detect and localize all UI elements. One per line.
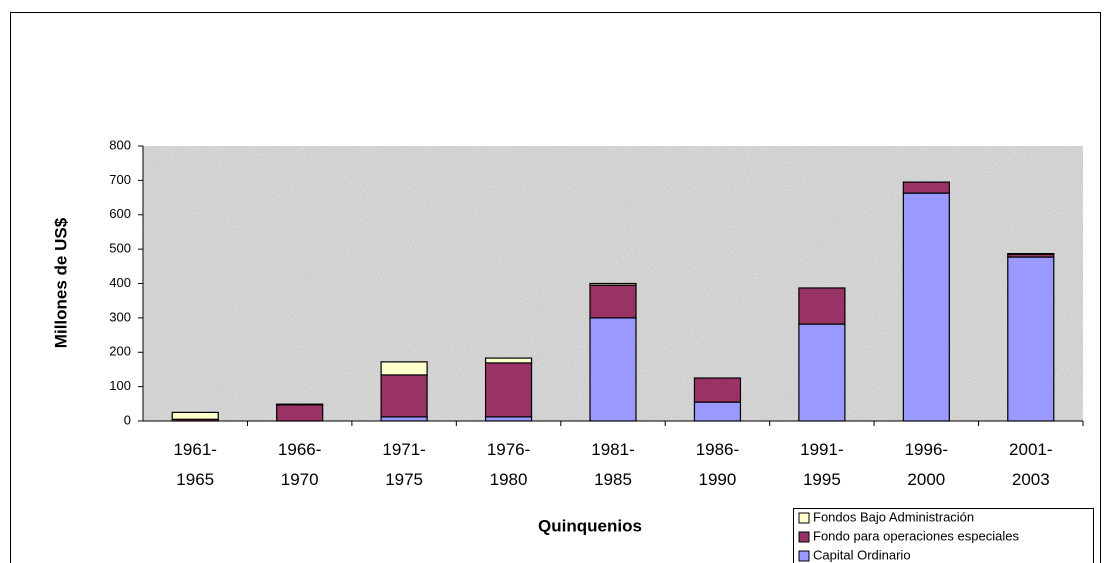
- bar-segment: [276, 403, 324, 406]
- bar-segment: [380, 416, 428, 422]
- y-tick-label: 0: [124, 412, 131, 427]
- legend-box: [793, 508, 1094, 563]
- x-tick-label: 2001-2003: [1009, 440, 1052, 489]
- x-tick-label: 1976-1980: [487, 440, 530, 489]
- y-tick-label: 800: [109, 137, 131, 152]
- y-tick-label: 600: [109, 206, 131, 221]
- y-tick-label: 300: [109, 309, 131, 324]
- bar-segment: [798, 323, 846, 422]
- x-axis-title: Quinquenios: [538, 516, 642, 535]
- legend-swatch: [798, 512, 810, 524]
- bar-segment: [902, 181, 950, 194]
- bar-segment: [798, 287, 846, 325]
- y-axis-title: Millones de US$: [51, 217, 70, 348]
- bar-segment: [589, 284, 637, 319]
- bar-segment: [276, 404, 324, 422]
- legend-label: Fondo para operaciones especiales: [813, 528, 1019, 543]
- legend-label: Fondos Bajo Administración: [813, 509, 974, 524]
- bar-segment: [902, 192, 950, 422]
- x-tick-label: 1996-2000: [905, 440, 948, 489]
- y-tick-label: 100: [109, 378, 131, 393]
- x-tick-label: 1986-1990: [696, 440, 739, 489]
- y-tick-label: 400: [109, 275, 131, 290]
- bar-segment: [484, 362, 533, 418]
- legend-label: Capital Ordinario: [813, 547, 911, 562]
- bar-segment: [1007, 252, 1055, 255]
- bar-segment: [484, 416, 533, 422]
- x-tick-label: 1981-1985: [591, 440, 634, 489]
- bar-segment: [380, 361, 428, 376]
- bar-segment: [171, 411, 219, 420]
- y-tick-label: 700: [109, 172, 131, 187]
- legend: Capital Ordinario Fondo para operaciones …: [793, 508, 1094, 563]
- x-tick-label: 1966-1970: [278, 440, 321, 489]
- legend-swatch: [798, 531, 810, 543]
- bar-segment: [589, 282, 637, 286]
- y-tick-label: 200: [109, 344, 131, 359]
- bar-segment: [484, 357, 533, 364]
- legend-swatch: [798, 550, 810, 562]
- x-tick-label: 1991-1995: [800, 440, 843, 489]
- x-tick-label: 1961-1965: [173, 440, 216, 489]
- bar-segment: [693, 377, 742, 403]
- y-tick-label: 500: [109, 241, 131, 256]
- bar-segment: [589, 317, 637, 422]
- x-tick-label: 1971-1975: [382, 440, 425, 489]
- bar-segment: [693, 401, 742, 422]
- bar-segment: [380, 374, 428, 418]
- bar-segment: [1007, 256, 1055, 422]
